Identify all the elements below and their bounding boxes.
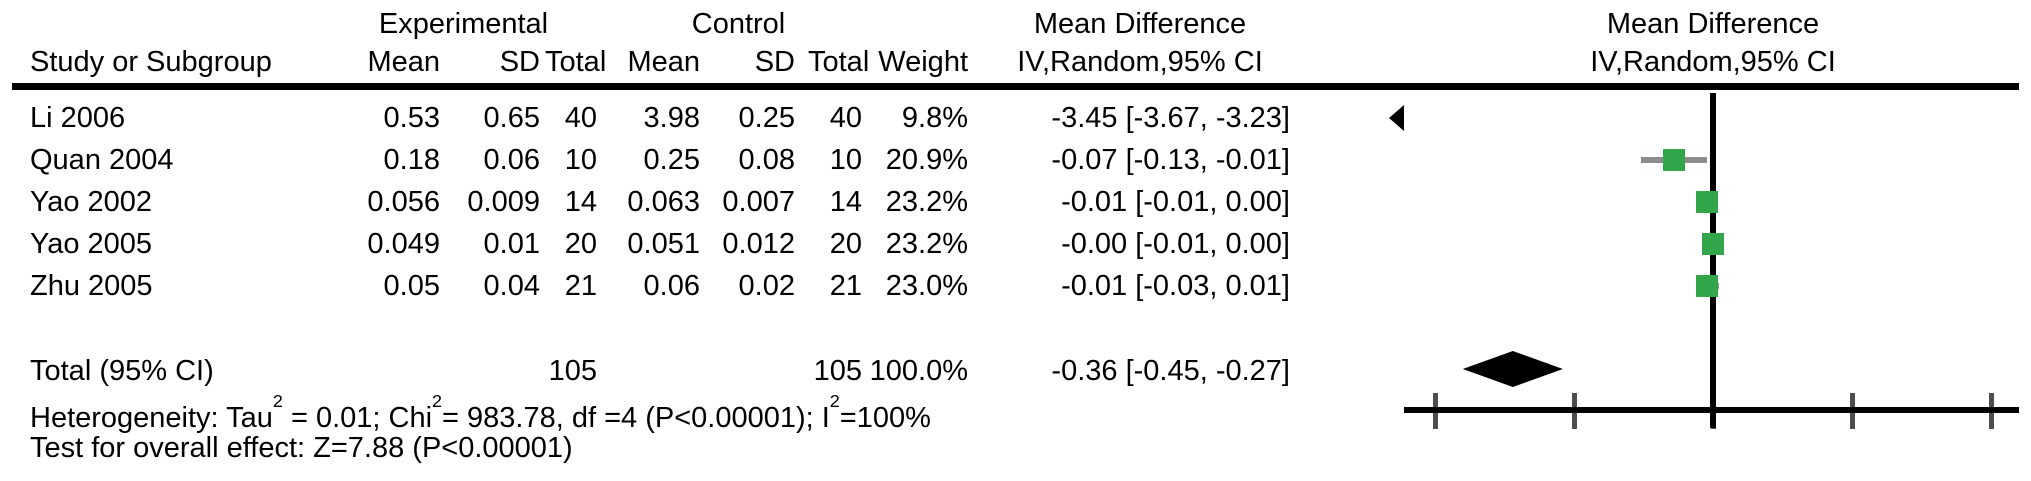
header-rule <box>12 83 2019 90</box>
total-row: Total (95% CI) 105 105 100.0% -0.36 [-0.… <box>0 351 2031 391</box>
total-experimental: 14 <box>564 186 597 218</box>
total-n-experimental: 105 <box>548 355 597 387</box>
sd-control: 0.007 <box>722 186 795 218</box>
sd-experimental: 0.009 <box>467 186 540 218</box>
sd-control: 0.012 <box>722 228 795 260</box>
sd-control: 0.25 <box>738 102 795 134</box>
header-md-model-left: IV,Random,95% CI <box>1017 46 1263 78</box>
heterogeneity-text: =100% <box>839 402 931 434</box>
header-weight: Weight <box>878 46 968 78</box>
md-ci-value: -0.01 [-0.03, 0.01] <box>1061 270 1290 302</box>
total-control: 20 <box>829 228 862 260</box>
study-name: Li 2006 <box>30 102 126 134</box>
total-experimental: 21 <box>564 270 597 302</box>
header-mean-ctl: Mean <box>627 46 700 78</box>
sd-control: 0.02 <box>738 270 795 302</box>
mean-experimental: 0.18 <box>383 144 440 176</box>
effect-square <box>1696 275 1719 297</box>
mean-control: 0.063 <box>627 186 700 218</box>
study-row: Quan 2004 0.18 0.06 10 0.25 0.08 10 20.9… <box>0 140 2031 180</box>
header-mean-exp: Mean <box>367 46 440 78</box>
mean-experimental: 0.056 <box>367 186 440 218</box>
sd-experimental: 0.06 <box>483 144 540 176</box>
study-row: Yao 2002 0.056 0.009 14 0.063 0.007 14 2… <box>0 182 2031 222</box>
mean-control: 0.051 <box>627 228 700 260</box>
weight-value: 9.8% <box>901 102 968 134</box>
md-ci-value: -3.45 [-3.67, -3.23] <box>1051 102 1290 134</box>
effect-square <box>1702 233 1724 255</box>
sd-experimental: 0.01 <box>483 228 540 260</box>
total-label: Total (95% CI) <box>30 355 214 387</box>
header-control: Control <box>691 8 786 40</box>
total-experimental: 40 <box>564 102 597 134</box>
mean-experimental: 0.53 <box>383 102 440 134</box>
header-total-ctl: Total <box>808 46 870 78</box>
mean-control: 3.98 <box>643 102 700 134</box>
mean-control: 0.06 <box>643 270 700 302</box>
header-study: Study or Subgroup <box>30 46 272 78</box>
header-sd-ctl: SD <box>754 46 795 78</box>
study-name: Yao 2005 <box>30 228 153 260</box>
md-ci-value: -0.01 [-0.01, 0.00] <box>1061 186 1290 218</box>
header-md-title-left: Mean Difference <box>1033 8 1247 40</box>
sd-control: 0.08 <box>738 144 795 176</box>
heterogeneity-text: Heterogeneity: Tau <box>30 402 273 434</box>
study-row: Li 2006 0.53 0.65 40 3.98 0.25 40 9.8% -… <box>0 98 2031 138</box>
total-experimental: 20 <box>564 228 597 260</box>
mean-experimental: 0.049 <box>367 228 440 260</box>
total-control: 21 <box>829 270 862 302</box>
header-sd-exp: SD <box>499 46 540 78</box>
header-total-exp: Total <box>545 46 607 78</box>
header-md-title-right: Mean Difference <box>1606 8 1820 40</box>
zero-line <box>1710 93 1716 428</box>
superscript-2: 2 <box>272 391 283 412</box>
md-ci-value: -0.07 [-0.13, -0.01] <box>1051 144 1290 176</box>
superscript-2: 2 <box>432 391 443 412</box>
sd-experimental: 0.04 <box>483 270 540 302</box>
heterogeneity-line: Heterogeneity: Tau2 = 0.01; Chi2= 983.78… <box>30 392 1430 438</box>
study-row: Zhu 2005 0.05 0.04 21 0.06 0.02 21 23.0%… <box>0 266 2031 306</box>
header-experimental: Experimental <box>378 8 549 40</box>
study-name: Zhu 2005 <box>30 270 153 302</box>
effect-square <box>1663 149 1686 171</box>
total-experimental: 10 <box>564 144 597 176</box>
total-control: 40 <box>829 102 862 134</box>
study-row: Yao 2005 0.049 0.01 20 0.051 0.012 20 23… <box>0 224 2031 264</box>
weight-value: 20.9% <box>885 144 968 176</box>
total-n-control: 105 <box>813 355 862 387</box>
study-name: Quan 2004 <box>30 144 174 176</box>
mean-control: 0.25 <box>643 144 700 176</box>
heterogeneity-text: = 983.78, df =4 (P<0.00001); I <box>442 402 830 434</box>
weight-value: 23.0% <box>885 270 968 302</box>
weight-value: 23.2% <box>885 228 968 260</box>
header-md-model-right: IV,Random,95% CI <box>1590 46 1836 78</box>
md-ci-value: -0.00 [-0.01, 0.00] <box>1061 228 1290 260</box>
total-md-ci: -0.36 [-0.45, -0.27] <box>1051 355 1290 387</box>
heterogeneity-text: = 0.01; Chi <box>282 402 433 434</box>
superscript-2: 2 <box>829 391 840 412</box>
total-weight: 100.0% <box>869 355 968 387</box>
total-control: 10 <box>829 144 862 176</box>
total-control: 14 <box>829 186 862 218</box>
offscale-arrow-left <box>1389 105 1404 131</box>
study-name: Yao 2002 <box>30 186 153 218</box>
group-header-row: Experimental Control Mean Difference Mea… <box>0 4 2031 44</box>
sd-experimental: 0.65 <box>483 102 540 134</box>
column-header-row: Study or Subgroup Mean SD Total Mean SD … <box>0 42 2031 82</box>
overall-effect-line: Test for overall effect: Z=7.88 (P<0.000… <box>30 432 573 464</box>
weight-value: 23.2% <box>885 186 968 218</box>
effect-square <box>1696 191 1719 213</box>
mean-experimental: 0.05 <box>383 270 440 302</box>
